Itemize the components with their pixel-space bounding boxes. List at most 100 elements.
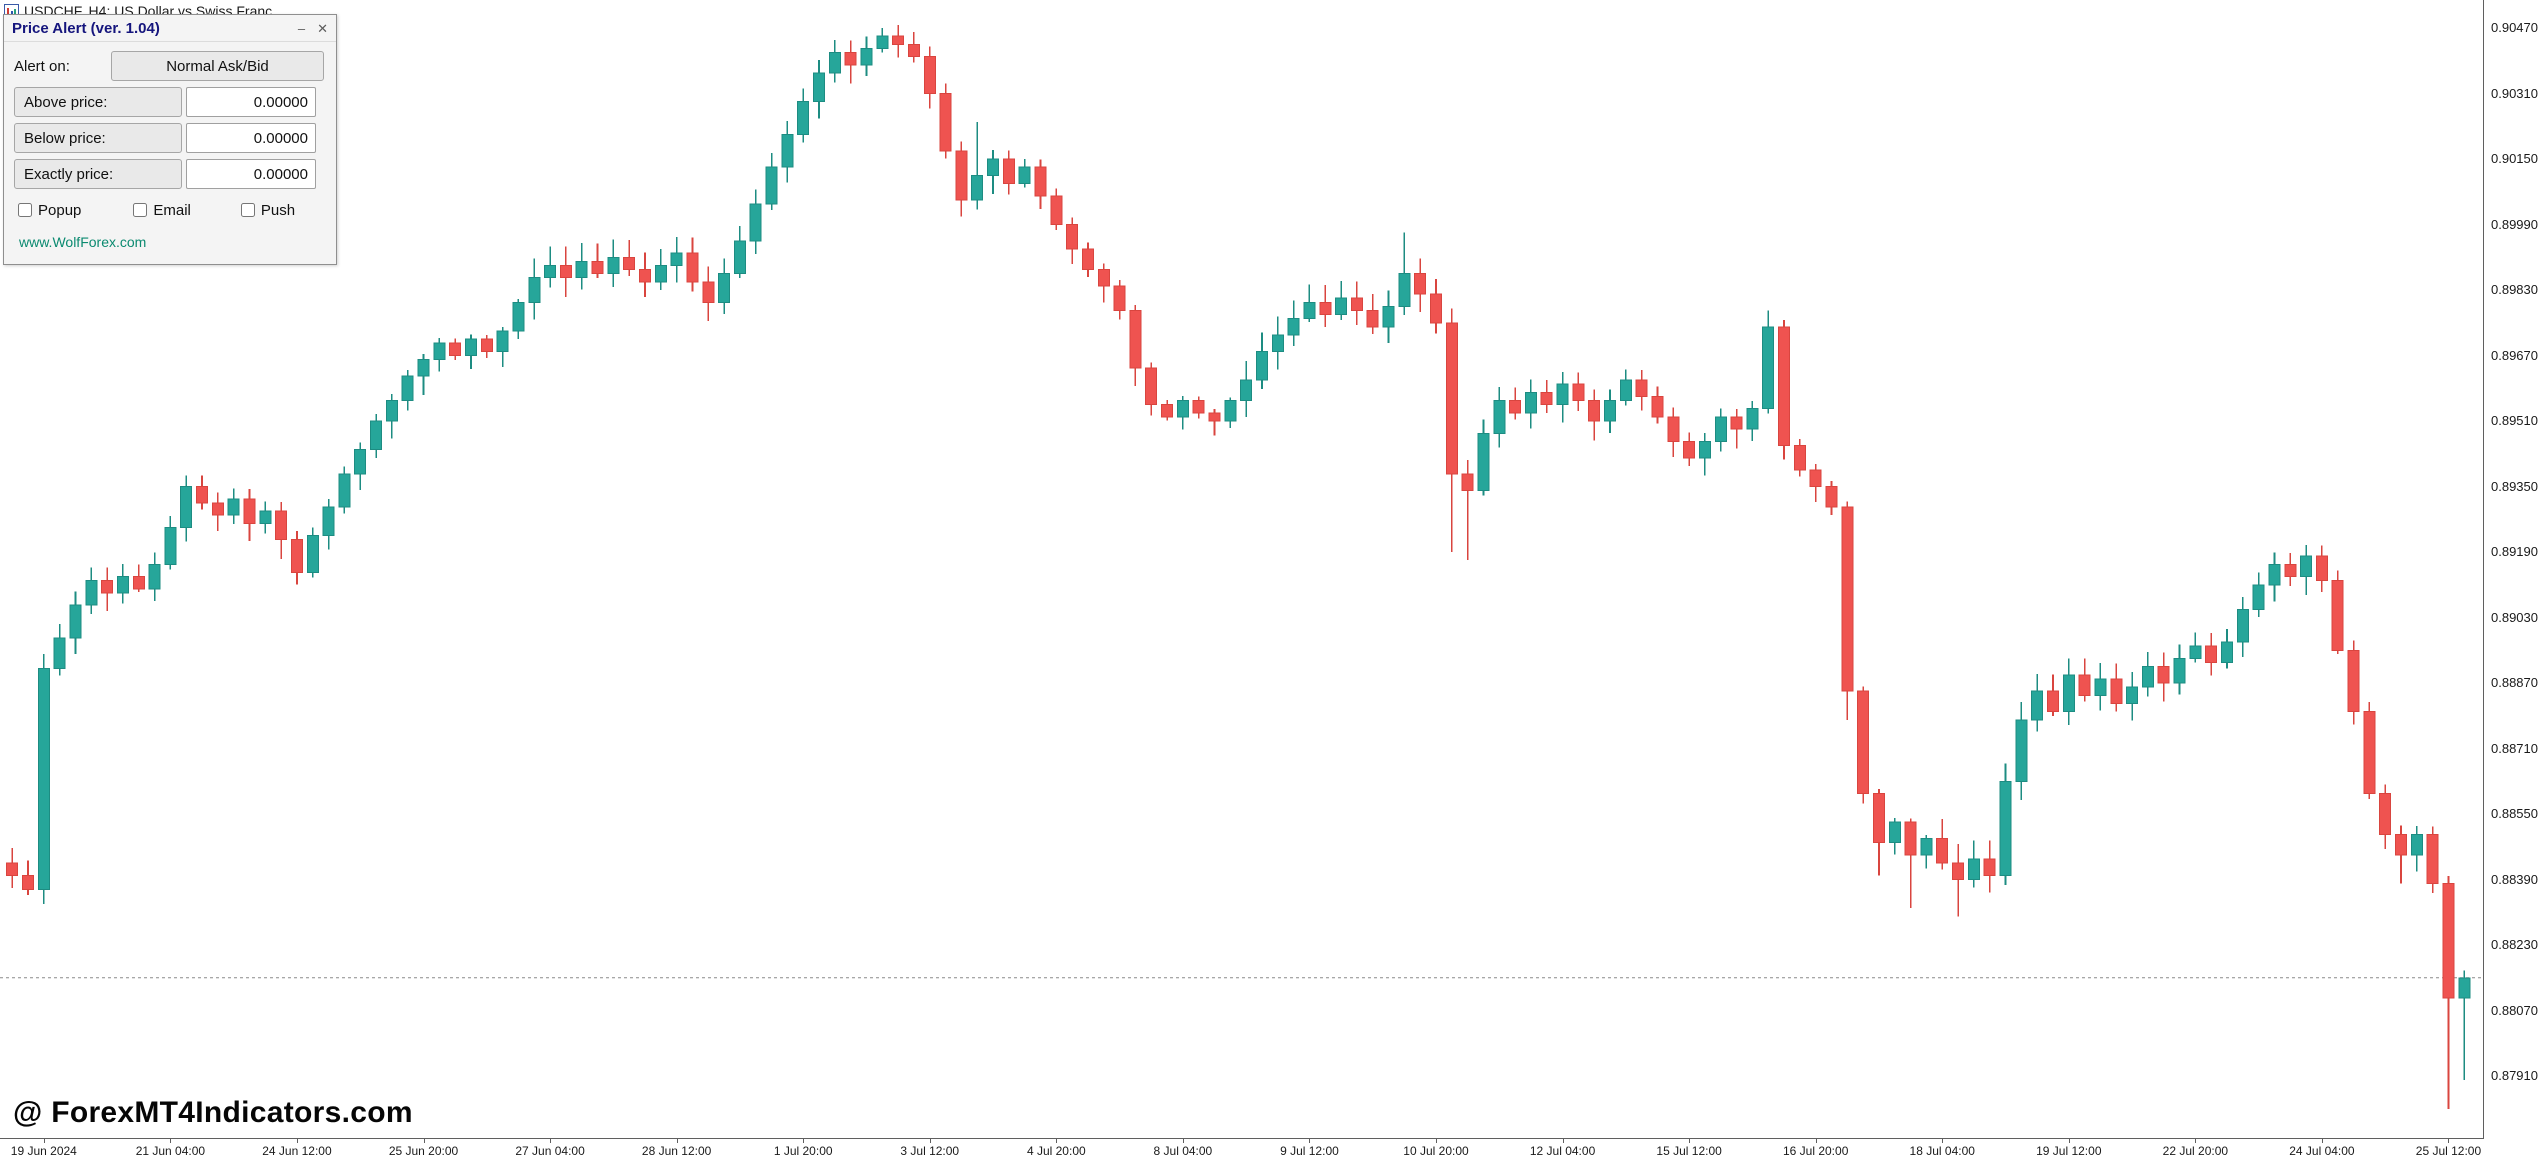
candle: [1967, 858, 1980, 880]
candle: [512, 301, 525, 332]
candle: [2046, 690, 2059, 713]
time-tick-label: 24 Jun 12:00: [262, 1144, 332, 1158]
candle: [148, 563, 161, 590]
time-tick-label: 22 Jul 20:00: [2162, 1144, 2229, 1158]
price-tick-label: 0.90310: [2491, 85, 2538, 101]
email-checkbox-label: Email: [153, 201, 191, 219]
candle: [132, 576, 145, 590]
email-checkbox[interactable]: [133, 203, 148, 217]
candle: [22, 874, 35, 891]
candle: [401, 375, 414, 402]
candle: [765, 166, 778, 205]
candle: [971, 174, 984, 201]
candle: [243, 498, 256, 524]
price-alert-title: Price Alert (ver. 1.04): [12, 19, 160, 37]
above-price-label-button[interactable]: Above price:: [14, 87, 182, 117]
exactly-price-label-button[interactable]: Exactly price:: [14, 159, 182, 189]
candle: [797, 101, 810, 135]
candle: [2062, 674, 2075, 713]
candle: [623, 256, 636, 271]
push-checkbox[interactable]: [240, 203, 255, 217]
candle: [2331, 580, 2344, 651]
candle: [1920, 838, 1933, 856]
candle: [1572, 383, 1585, 402]
time-tick-mark: [2068, 1139, 2070, 1143]
candle: [306, 535, 319, 573]
time-tick-mark: [43, 1139, 45, 1143]
candle: [2395, 833, 2408, 856]
price-tick-label: 0.88870: [2491, 675, 2538, 690]
price-axis[interactable]: 0.90470 0.90310 0.90150 0.89990 0.89830 0.896…: [2484, 0, 2544, 1138]
candle: [2236, 608, 2249, 643]
candle: [354, 449, 367, 475]
candle: [781, 133, 794, 168]
candle: [1857, 690, 1870, 795]
push-checkbox-group: Push: [240, 202, 295, 219]
candle: [1825, 486, 1838, 508]
candle: [1493, 400, 1506, 434]
minimize-icon[interactable]: –: [297, 20, 306, 36]
candle: [1588, 400, 1601, 422]
candle: [1145, 367, 1158, 406]
candle: [939, 93, 952, 152]
candle: [1793, 445, 1806, 471]
candle: [733, 240, 746, 275]
time-tick-label: 25 Jun 20:00: [388, 1144, 459, 1158]
candle: [1161, 404, 1174, 418]
above-price-input[interactable]: [186, 87, 316, 117]
time-tick-mark: [2195, 1139, 2197, 1143]
candle: [1271, 334, 1284, 352]
candle: [813, 72, 826, 103]
candle: [1414, 273, 1427, 295]
below-price-label-button[interactable]: Below price:: [14, 123, 182, 153]
candle: [1888, 821, 1901, 844]
candle: [686, 252, 699, 283]
popup-checkbox[interactable]: [18, 203, 32, 217]
candle: [1097, 269, 1110, 287]
candle: [2205, 645, 2218, 664]
time-tick-mark: [1056, 1139, 1058, 1143]
time-tick-label: 24 Jul 04:00: [2289, 1144, 2355, 1158]
time-axis[interactable]: 19 Jun 2024 21 Jun 04:00 24 Jun 12:00 25 Ju…: [0, 1139, 2544, 1162]
candle: [1651, 395, 1664, 418]
candle: [907, 43, 920, 58]
candle: [2189, 645, 2202, 659]
candle: [1509, 400, 1522, 414]
time-tick-mark: [1436, 1139, 1437, 1143]
exactly-price-input[interactable]: [186, 159, 316, 189]
candle: [1556, 383, 1569, 406]
candle: [1176, 400, 1189, 418]
candle: [1113, 285, 1126, 311]
time-tick-label: 28 Jun 12:00: [641, 1144, 712, 1158]
below-price-input[interactable]: [186, 123, 316, 153]
candle: [1904, 821, 1917, 856]
price-tick-label: 0.88230: [2491, 937, 2538, 952]
candlestick-chart: [0, 25, 2483, 1109]
time-tick-mark: [2448, 1139, 2450, 1143]
candle: [1999, 780, 2012, 876]
candle: [290, 539, 303, 573]
time-tick-mark: [676, 1139, 678, 1143]
close-icon[interactable]: ✕: [317, 20, 328, 36]
price-alert-titlebar[interactable]: Price Alert (ver. 1.04) – ✕: [4, 15, 336, 42]
candle: [923, 56, 936, 94]
candle: [180, 486, 193, 528]
price-tick-label: 0.89190: [2491, 544, 2538, 559]
candle: [1683, 440, 1696, 459]
candle: [1240, 379, 1253, 402]
price-tick-label: 0.90470: [2491, 20, 2538, 35]
candle: [1461, 473, 1474, 492]
candle: [1841, 506, 1854, 692]
candle: [1366, 309, 1379, 328]
candle: [2126, 686, 2139, 704]
candle: [2458, 977, 2471, 999]
candle: [2379, 793, 2392, 835]
alert-mode-button[interactable]: Normal Ask/Bid: [111, 51, 324, 81]
wolfforex-link[interactable]: www.WolfForex.com: [19, 234, 147, 250]
candle: [1667, 416, 1680, 442]
candle: [1018, 166, 1031, 185]
chart-canvas[interactable]: USDCHF, H4: US Dollar vs Swiss Franc @ F…: [0, 0, 2484, 1139]
candle: [1604, 400, 1617, 422]
notification-options-row: Popup Email Push: [18, 200, 324, 220]
